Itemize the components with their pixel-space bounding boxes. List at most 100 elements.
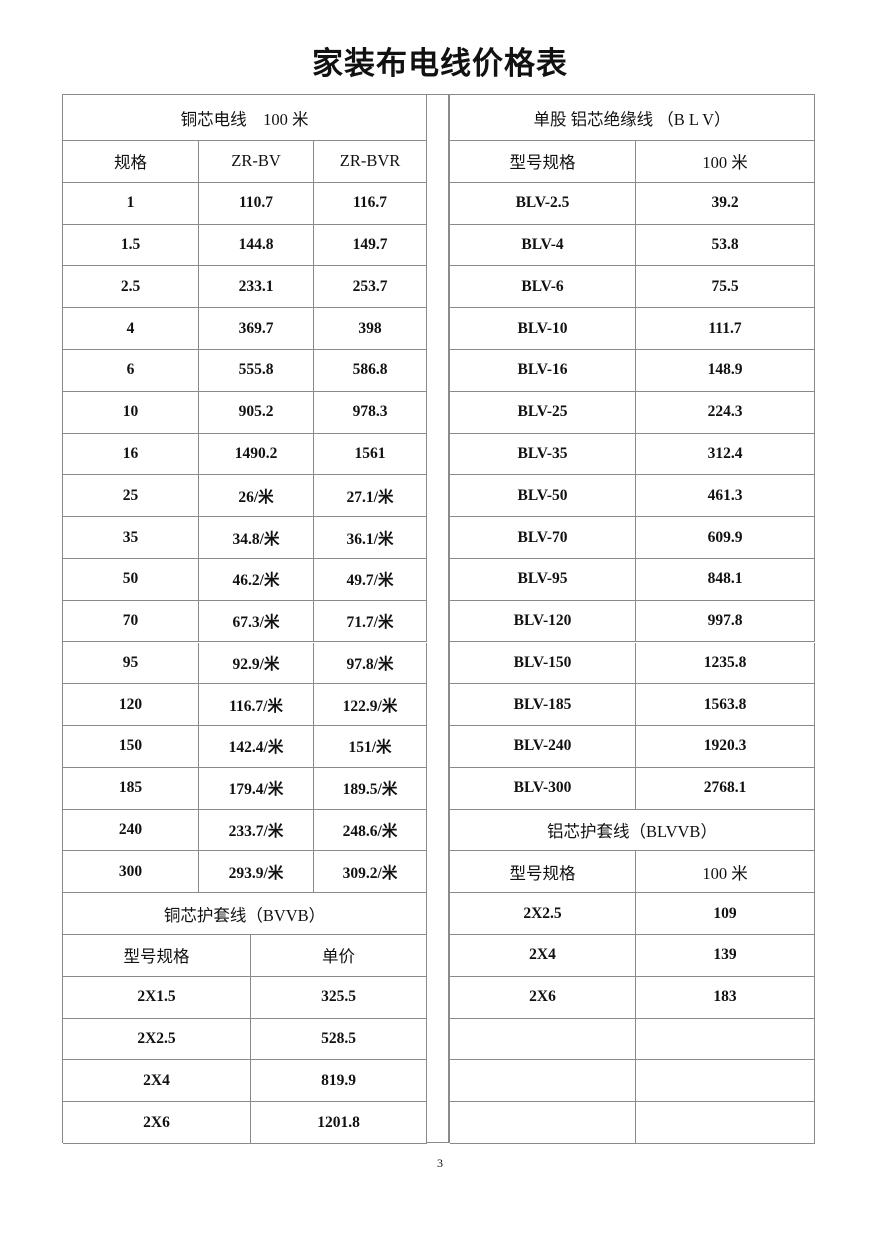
table-cell-col2: 110.7 — [199, 182, 314, 225]
column-header-col1: 规格 — [63, 141, 199, 183]
table-cell-col1: BLV-70 — [450, 517, 636, 559]
section-title: 铜芯电线 100 米 — [63, 95, 427, 141]
table-cell-col1: 2X2.5 — [63, 1018, 251, 1061]
table-cell-col1: 185 — [63, 767, 199, 810]
table-cell-col3: 189.5/米 — [314, 767, 427, 810]
table-cell-col1: 1 — [63, 182, 199, 225]
table-cell-col2: 67.3/米 — [199, 600, 314, 643]
table-cell-col1: 95 — [63, 642, 199, 685]
table-gap-column — [427, 94, 449, 1143]
table-cell-col2: 142.4/米 — [199, 726, 314, 768]
table-cell-col2: 1235.8 — [636, 642, 815, 685]
table-cell-col2: 39.2 — [636, 182, 815, 225]
table-cell-col2: 905.2 — [199, 391, 314, 434]
table-cell-col2: 233.7/米 — [199, 809, 314, 852]
table-cell-col1: BLV-185 — [450, 684, 636, 727]
table-cell-col2: 53.8 — [636, 224, 815, 267]
table-cell-col1: 35 — [63, 517, 199, 559]
table-cell-col2: 92.9/米 — [199, 642, 314, 685]
table-cell-col1: 16 — [63, 433, 199, 476]
table-cell-col1: 10 — [63, 391, 199, 434]
table-cell-col1: 50 — [63, 558, 199, 601]
table-cell-col1: 70 — [63, 600, 199, 643]
table-cell-col2: 819.9 — [251, 1060, 427, 1103]
table-cell-col2: 224.3 — [636, 391, 815, 434]
table-cell-col1: 1.5 — [63, 224, 199, 267]
table-cell-col2: 111.7 — [636, 308, 815, 350]
table-cell-col2: 139 — [636, 935, 815, 977]
table-cell-col1: 120 — [63, 684, 199, 727]
table-cell-col1: 6 — [63, 349, 199, 392]
column-header-col2: 100 米 — [636, 851, 815, 894]
table-cell-col1: 2.5 — [63, 266, 199, 309]
column-header-col3: ZR-BVR — [314, 141, 427, 183]
table-cell-col3: 71.7/米 — [314, 600, 427, 643]
empty-cell-col1 — [450, 1060, 636, 1103]
section-title: 铜芯护套线（BVVB） — [63, 893, 427, 936]
table-cell-col1: BLV-16 — [450, 349, 636, 392]
page-number: 3 — [437, 1156, 443, 1170]
table-cell-col1: BLV-4 — [450, 224, 636, 267]
table-cell-col2: 609.9 — [636, 517, 815, 559]
table-cell-col1: 300 — [63, 851, 199, 894]
column-header-col1: 型号规格 — [450, 851, 636, 894]
table-cell-col2: 461.3 — [636, 475, 815, 518]
table-cell-col3: 248.6/米 — [314, 809, 427, 852]
table-cell-col2: 1490.2 — [199, 433, 314, 476]
table-cell-col3: 151/米 — [314, 726, 427, 768]
empty-cell-col1 — [450, 1102, 636, 1144]
table-cell-col2: 1201.8 — [251, 1102, 427, 1144]
table-cell-col2: 233.1 — [199, 266, 314, 309]
table-cell-col2: 555.8 — [199, 349, 314, 392]
table-cell-col2: 848.1 — [636, 558, 815, 601]
table-cell-col1: 4 — [63, 308, 199, 350]
section-title: 铝芯护套线（BLVVB） — [450, 809, 815, 852]
table-cell-col1: 150 — [63, 726, 199, 768]
table-cell-col1: 2X1.5 — [63, 976, 251, 1019]
table-cell-col2: 2768.1 — [636, 767, 815, 810]
table-cell-col3: 149.7 — [314, 224, 427, 267]
table-cell-col1: 25 — [63, 475, 199, 518]
table-cell-col3: 978.3 — [314, 391, 427, 434]
column-header-col2: 单价 — [251, 935, 427, 977]
table-cell-col3: 97.8/米 — [314, 642, 427, 685]
table-cell-col2: 293.9/米 — [199, 851, 314, 894]
table-cell-col1: BLV-120 — [450, 600, 636, 643]
table-cell-col1: BLV-50 — [450, 475, 636, 518]
table-cell-col2: 1920.3 — [636, 726, 815, 768]
table-cell-col2: 997.8 — [636, 600, 815, 643]
table-cell-col2: 148.9 — [636, 349, 815, 392]
table-cell-col1: 2X6 — [450, 976, 636, 1019]
table-cell-col1: 2X4 — [63, 1060, 251, 1103]
table-cell-col2: 46.2/米 — [199, 558, 314, 601]
table-cell-col2: 144.8 — [199, 224, 314, 267]
table-cell-col2: 109 — [636, 893, 815, 936]
empty-cell-col2 — [636, 1018, 815, 1061]
table-cell-col3: 36.1/米 — [314, 517, 427, 559]
table-cell-col1: BLV-25 — [450, 391, 636, 434]
table-cell-col1: BLV-10 — [450, 308, 636, 350]
table-cell-col1: 240 — [63, 809, 199, 852]
table-cell-col2: 26/米 — [199, 475, 314, 518]
page-title: 家装布电线价格表 — [312, 46, 568, 81]
table-cell-col3: 398 — [314, 308, 427, 350]
table-cell-col2: 1563.8 — [636, 684, 815, 727]
table-cell-col1: 2X4 — [450, 935, 636, 977]
table-cell-col1: 2X2.5 — [450, 893, 636, 936]
aluminum-wire-table: 单股 铝芯绝缘线 （B L V） 型号规格 100 米 BLV-2.5 39.2 BLV-… — [449, 94, 815, 1144]
table-cell-col2: 312.4 — [636, 433, 815, 476]
table-cell-col1: 2X6 — [63, 1102, 251, 1144]
column-header-col1: 型号规格 — [63, 935, 251, 977]
table-cell-col1: BLV-6 — [450, 266, 636, 309]
table-cell-col1: BLV-300 — [450, 767, 636, 810]
table-cell-col1: BLV-240 — [450, 726, 636, 768]
table-cell-col3: 586.8 — [314, 349, 427, 392]
table-cell-col2: 369.7 — [199, 308, 314, 350]
column-header-col2: 100 米 — [636, 141, 815, 183]
table-cell-col3: 1561 — [314, 433, 427, 476]
table-cell-col1: BLV-2.5 — [450, 182, 636, 225]
copper-wire-table: 铜芯电线 100 米规格 ZR-BV ZR-BVR 1 110.7 116.7 1.5 144… — [62, 94, 427, 1144]
table-cell-col2: 75.5 — [636, 266, 815, 309]
table-cell-col3: 116.7 — [314, 182, 427, 225]
table-cell-col3: 49.7/米 — [314, 558, 427, 601]
